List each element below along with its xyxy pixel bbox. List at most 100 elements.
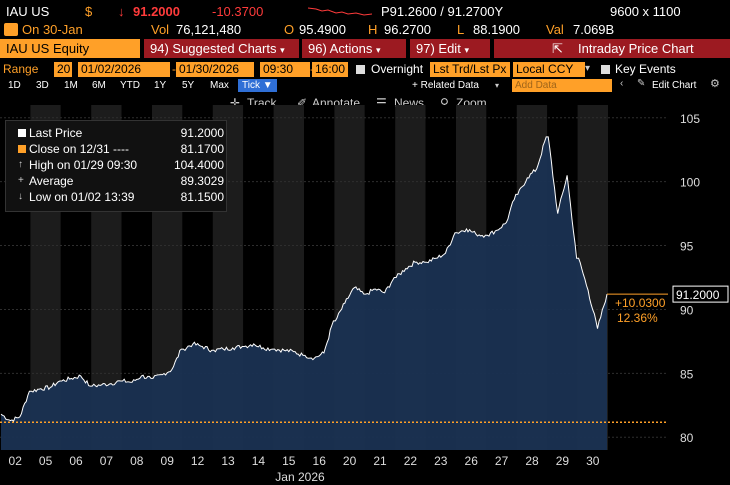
x-tick-label: 30 [586,454,600,468]
legend-label: Average [29,174,74,188]
pencil-icon[interactable]: ✎ [637,78,646,89]
edit-chart-button[interactable]: Edit Chart [652,80,697,91]
legend-swatch [18,129,26,137]
dropdown-caret-icon: ▾ [464,45,469,55]
change-label: +10.0300 [615,296,666,310]
up-marker-icon: ↑ [18,159,23,170]
last-price: 91.2000 [133,4,180,19]
legend-label: Last Price [29,126,83,140]
x-tick-label: 05 [39,454,53,468]
x-tick-label: 09 [161,454,175,468]
open-value: 95.4900 [299,22,346,37]
x-tick-label: 07 [100,454,114,468]
gear-icon[interactable]: ⚙ [710,78,720,90]
add-data-input[interactable]: Add Data [512,79,612,92]
last-value-box [672,285,729,303]
x-tick-label: 29 [556,454,570,468]
low-value: 88.1900 [473,22,520,37]
value-label: Val [546,22,564,37]
legend-value: 89.3029 [180,174,224,188]
zoom-icon: ⚲ [440,96,449,110]
period-max[interactable]: Max [210,80,229,91]
low-label: L [457,22,465,37]
interval-input[interactable]: 20 [54,62,72,77]
menu-bar: IAU US Equity 94) Suggested Charts ▾ 96)… [0,38,730,59]
tick-select[interactable]: Tick ▼ [238,79,277,92]
y-tick-label: 85 [680,367,694,381]
overnight-label: Overnight [371,62,424,76]
y-tick-label: 90 [680,303,694,317]
period-3d[interactable]: 3D [36,80,49,91]
dropdown-caret-icon[interactable]: ▾ [585,63,591,74]
price-line [0,136,608,423]
dropdown-caret-icon[interactable]: ▾ [495,81,500,90]
suggested-charts-menu[interactable]: 94) Suggested Charts ▾ [144,39,299,58]
down-arrow-icon: ↓ [118,4,125,19]
chart-legend[interactable]: Last Price 91.2000 Close on 12/31 ---- 8… [5,120,227,212]
change-value: -10.3700 [212,4,264,19]
security-field[interactable]: IAU US Equity [0,39,140,58]
dropdown-caret-icon: ▾ [280,45,285,55]
key-events-checkbox[interactable] [601,65,610,74]
x-tick-label: 20 [343,454,357,468]
volume-label: Vol [151,22,170,37]
suggested-charts-label: 94) Suggested Charts [150,41,277,56]
volume-value: 76,121,480 [176,22,242,37]
bid-ask-size: 9600 x 1100 [610,4,681,19]
end-date-input[interactable]: 01/30/2026 [176,62,254,77]
start-date-input[interactable]: 01/02/2026 [78,62,170,77]
y-tick-label: 80 [680,431,694,445]
price-type-select[interactable]: Lst Trd/Lst Px [430,62,510,77]
legend-value: 81.1700 [180,142,224,156]
x-tick-label: 27 [495,454,509,468]
x-axis-label: Jan 2026 [275,470,325,484]
legend-low: ↓ Low on 01/02 13:39 81.1500 [18,190,224,204]
actions-menu[interactable]: 96) Actions ▾ [302,39,406,58]
high-value: 96.2700 [384,22,431,37]
period-1m[interactable]: 1M [64,80,78,91]
x-tick-label: 23 [434,454,448,468]
dropdown-caret-icon: ▾ [375,45,381,55]
x-tick-label: 08 [130,454,144,468]
average-marker-icon: + [18,175,24,186]
period-ytd[interactable]: YTD [120,80,140,91]
ticker[interactable]: IAU US [6,4,50,19]
high-label: H [368,22,378,37]
x-tick-label: 13 [221,454,235,468]
x-tick-label: 12 [191,454,205,468]
open-label: O [284,22,295,37]
legend-value: 91.2000 [180,126,224,140]
end-time-input[interactable]: 16:00 [312,62,348,77]
start-time-input[interactable]: 09:30 [260,62,310,77]
legend-average: + Average 89.3029 [18,174,224,188]
edit-label: 97) Edit [416,41,461,56]
x-tick-label: 16 [313,454,327,468]
edit-menu[interactable]: 97) Edit ▾ [410,39,490,58]
value-amount: 7.069B [573,22,615,37]
currency-flag: $ [85,4,93,19]
range-controls: Range 20 01/02/2026 - 01/30/2026 09:30 -… [0,61,730,78]
sparkline-icon [308,7,372,16]
period-1d[interactable]: 1D [8,80,21,91]
add-data-placeholder: Add Data [515,80,557,91]
x-tick-label: 14 [252,454,266,468]
period-5y[interactable]: 5Y [182,80,195,91]
alert-icon[interactable] [4,23,18,36]
news-icon: ☰ [376,96,387,110]
actions-label: 96) Actions [308,41,373,56]
period-6m[interactable]: 6M [92,80,106,91]
back-arrow-icon[interactable]: ‹ [620,78,624,89]
last-value-label: 91.2000 [676,288,720,302]
legend-last-price: Last Price 91.2000 [18,126,224,140]
overnight-checkbox[interactable] [356,65,365,74]
intraday-chart-title[interactable]: ⇱ Intraday Price Chart [494,39,730,58]
related-data-button[interactable]: + Related Data [412,80,479,91]
quote-detail-bar: On 30-Jan Vol 76,121,480 O 95.4900 H 96.… [0,22,730,38]
x-tick-label: 28 [525,454,539,468]
y-tick-label: 105 [680,112,700,126]
down-marker-icon: ↓ [18,191,23,202]
period-bar: 1D 3D 1M 6M YTD 1Y 5Y Max Tick ▼ + Relat… [0,78,730,93]
popout-icon[interactable]: ⇱ [552,41,563,56]
period-1y[interactable]: 1Y [154,80,167,91]
currency-select[interactable]: Local CCY [513,62,585,77]
